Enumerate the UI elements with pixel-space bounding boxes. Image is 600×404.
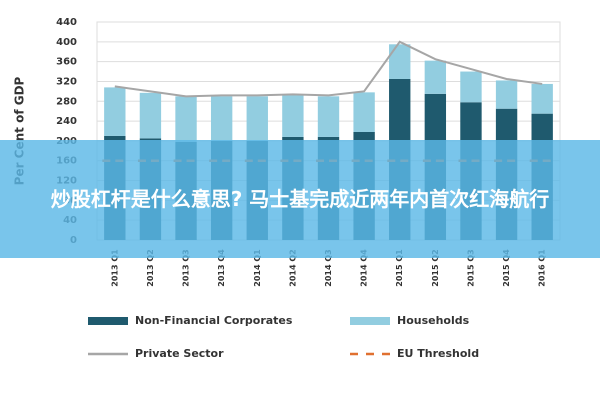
- legend-swatch: [88, 317, 128, 325]
- legend-label: Households: [397, 314, 470, 327]
- x-tick-label: 2014 Q3: [324, 249, 333, 286]
- bar: [389, 44, 411, 79]
- x-tick-label: 2013 Q3: [182, 249, 191, 286]
- x-tick-label: 2014 Q4: [360, 249, 369, 287]
- legend-label: EU Threshold: [397, 347, 479, 360]
- bar: [531, 83, 553, 114]
- y-tick-label: 440: [56, 17, 77, 28]
- bar: [175, 96, 197, 142]
- x-tick-label: 2013 Q4: [217, 249, 226, 287]
- x-tick-label: 2013 Q1: [110, 249, 119, 287]
- bar: [246, 96, 268, 141]
- bar: [353, 92, 375, 132]
- y-tick-label: 240: [56, 116, 77, 127]
- x-tick-label: 2013 Q2: [146, 249, 155, 286]
- legend-label: Non-Financial Corporates: [135, 314, 293, 327]
- bar: [424, 60, 447, 94]
- x-tick-label: 2014 Q2: [288, 249, 297, 286]
- bar: [104, 87, 126, 136]
- banner: 炒股杠杆是什么意思? 马士基完成近两年内首次红海航行: [0, 140, 600, 258]
- legend-swatch: [350, 317, 390, 325]
- x-tick-label: 2016 Q1: [538, 249, 547, 287]
- y-tick-label: 360: [56, 57, 77, 68]
- bar: [282, 95, 304, 137]
- legend-label: Private Sector: [135, 347, 224, 360]
- bar: [139, 92, 162, 139]
- bar: [495, 80, 518, 109]
- bar: [460, 71, 482, 103]
- x-tick-label: 2014 Q1: [253, 249, 262, 287]
- y-tick-label: 320: [56, 76, 77, 87]
- banner-text: 炒股杠杆是什么意思? 马士基完成近两年内首次红海航行: [50, 187, 550, 211]
- x-tick-label: 2015 Q4: [502, 249, 511, 287]
- x-tick-label: 2015 Q3: [466, 249, 475, 286]
- x-tick-label: 2015 Q1: [395, 249, 404, 287]
- bar: [317, 96, 340, 137]
- y-tick-label: 280: [56, 96, 77, 107]
- x-tick-label: 2015 Q2: [431, 249, 440, 286]
- y-tick-label: 400: [56, 37, 77, 48]
- bar: [210, 96, 233, 141]
- line: [114, 40, 543, 98]
